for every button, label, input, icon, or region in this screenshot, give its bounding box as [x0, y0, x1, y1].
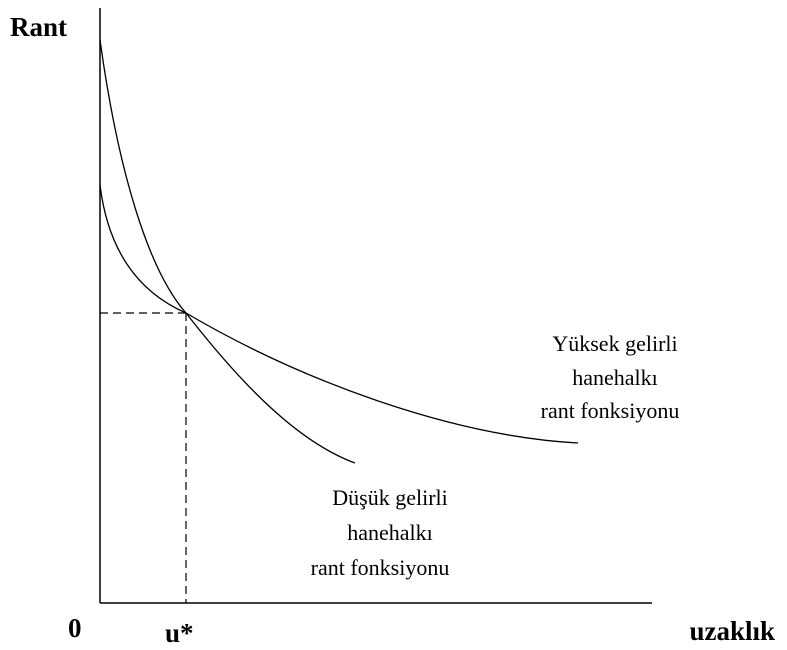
curve-label: hanehalkı — [572, 365, 658, 390]
curve-label: Yüksek gelirli — [552, 331, 677, 356]
x-axis-label: uzaklık — [689, 616, 775, 646]
curve-label: rant fonksiyonu — [311, 555, 450, 580]
intersection-label: u* — [165, 618, 194, 648]
origin-label: 0 — [68, 613, 82, 643]
curve-label: hanehalkı — [347, 520, 433, 545]
curve-label: rant fonksiyonu — [541, 398, 680, 423]
high-income-curve — [99, 184, 579, 444]
low-income-curve — [99, 39, 356, 464]
curve-label: Düşük gelirli — [332, 485, 448, 510]
y-axis-label: Rant — [10, 12, 67, 42]
